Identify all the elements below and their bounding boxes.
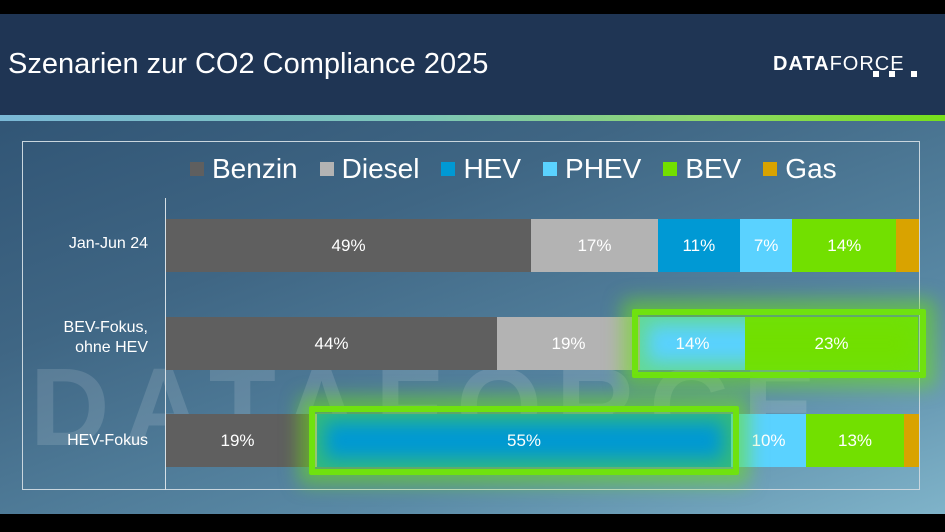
legend-swatch-icon [190,162,204,176]
bar-segment-diesel: 17% [531,219,658,272]
category-label: HEV-Fokus [67,432,148,449]
bar-segment-hev: 55% [317,414,731,467]
legend-item-gas: Gas [763,153,837,185]
stacked-bar: 19% 55% 10% 13% [166,414,919,467]
data-label: 13% [837,430,873,450]
stacked-bar: 44% 19% 14% 23% [166,317,919,370]
header-bar: Szenarien zur CO2 Compliance 2025 DATAFO… [0,14,945,115]
data-label: 19% [220,430,255,450]
data-label: 7% [753,235,779,255]
legend-swatch-icon [319,162,334,176]
legend-label: Gas [785,153,837,184]
legend-item-diesel: Diesel [319,153,420,185]
bar-segment-bev: 14% [792,219,897,272]
slide: Szenarien zur CO2 Compliance 2025 DATAFO… [0,14,945,514]
stacked-bar: 49% 17% 11% 7% 14% [166,219,919,272]
bar-segment-phev: 14% [640,317,745,370]
bar-segment-gas [904,414,919,467]
chart-legend: Benzin Diesel HEV PHEV BEV Gas [190,152,859,186]
logo-regular: FORCE [829,53,905,75]
bar-segment-hev: 11% [657,219,740,272]
legend-swatch-icon [543,162,558,176]
bar-segment-phev: 10% [731,414,806,467]
legend-item-hev: HEV [441,153,521,185]
accent-stripe [0,115,945,121]
category-axis-line [165,198,166,490]
data-label: 55% [506,430,542,450]
bar-segment-bev: 13% [806,414,904,467]
data-label: 17% [577,235,612,255]
data-label: 44% [314,333,349,353]
dataforce-logo: DATAFORCE [773,53,917,77]
legend-swatch-icon [663,162,678,176]
legend-label: PHEV [565,153,642,184]
legend-item-benzin: Benzin [190,153,298,185]
category-label: Jan-Jun 24 [68,235,148,252]
data-label: 11% [682,235,716,255]
bar-segment-benzin: 49% [166,219,532,272]
bar-segment-bev: 23% [745,317,918,370]
slide-title: Szenarien zur CO2 Compliance 2025 [8,48,489,80]
bar-segment-phev: 7% [739,219,793,272]
legend-label: HEV [463,153,522,184]
data-label: 14% [675,333,710,353]
legend-item-phev: PHEV [543,153,641,185]
bar-segment-gas [896,219,919,272]
legend-item-bev: BEV [663,153,741,185]
data-label: 19% [551,333,586,353]
legend-label: BEV [685,153,742,184]
bar-segment-benzin: 44% [166,317,497,370]
data-label: 14% [827,235,862,255]
bar-segment-benzin: 19% [166,414,309,467]
legend-swatch-icon [763,162,778,176]
legend-label: Diesel [341,153,420,184]
data-label: 23% [814,333,849,353]
logo-bold: DATA [773,53,830,75]
legend-label: Benzin [212,153,298,184]
highlight-box [309,406,739,475]
data-label: 49% [331,235,366,255]
legend-swatch-icon [441,162,456,176]
data-label: 10% [751,430,786,450]
bar-segment-diesel: 19% [497,317,640,370]
chart-frame [22,141,920,490]
category-label: BEV-Fokus, ohne HEV [63,319,148,356]
highlight-box [632,309,926,378]
